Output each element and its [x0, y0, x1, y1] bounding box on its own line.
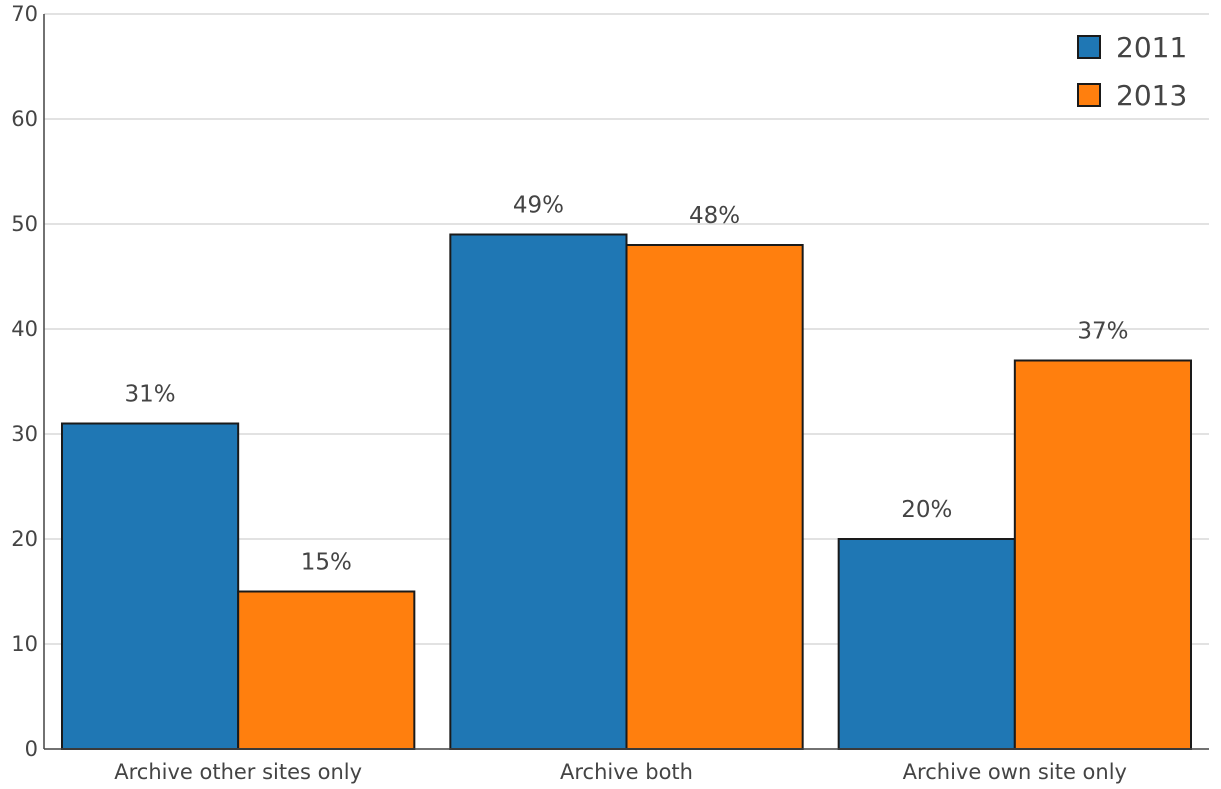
- data-labels: 31% 15% 49% 48% 20% 37%: [125, 193, 1129, 576]
- bar-2013-0: [237, 590, 416, 750]
- legend-swatch: [1077, 83, 1101, 107]
- y-tick-label: 40: [11, 317, 38, 341]
- bar-2011-2: [837, 538, 1016, 750]
- x-tick-label: Archive own site only: [903, 760, 1127, 784]
- y-tick-label: 20: [11, 527, 38, 551]
- data-label: 48%: [689, 203, 740, 229]
- x-tick-label: Archive both: [560, 760, 693, 784]
- bars: [61, 233, 1192, 750]
- y-tick-label: 10: [11, 632, 38, 656]
- legend-item-2011[interactable]: 2011: [1077, 31, 1187, 64]
- y-tick-label: 70: [11, 2, 38, 26]
- bar-2013-2: [1013, 359, 1192, 750]
- y-tick-label: 0: [25, 737, 38, 761]
- x-tick-label: Archive other sites only: [114, 760, 362, 784]
- y-tick-label: 60: [11, 107, 38, 131]
- y-tick-label: 50: [11, 212, 38, 236]
- axes: 0 10 20 30 40 50 60 70 Archive other sites only A…: [11, 2, 1209, 784]
- legend-label: 2011: [1116, 31, 1187, 64]
- legend[interactable]: 2011 2013: [1077, 31, 1187, 112]
- data-label: 37%: [1077, 319, 1128, 345]
- y-tick-label: 30: [11, 422, 38, 446]
- bar-2011-1: [449, 233, 628, 750]
- bar-2011-0: [61, 422, 240, 750]
- data-label: 15%: [301, 550, 352, 576]
- legend-swatch: [1077, 35, 1101, 59]
- data-label: 49%: [513, 193, 564, 219]
- data-label: 20%: [901, 497, 952, 523]
- data-label: 31%: [125, 382, 176, 408]
- legend-label: 2013: [1116, 79, 1187, 112]
- bar-2013-1: [625, 244, 804, 750]
- legend-item-2013[interactable]: 2013: [1077, 79, 1187, 112]
